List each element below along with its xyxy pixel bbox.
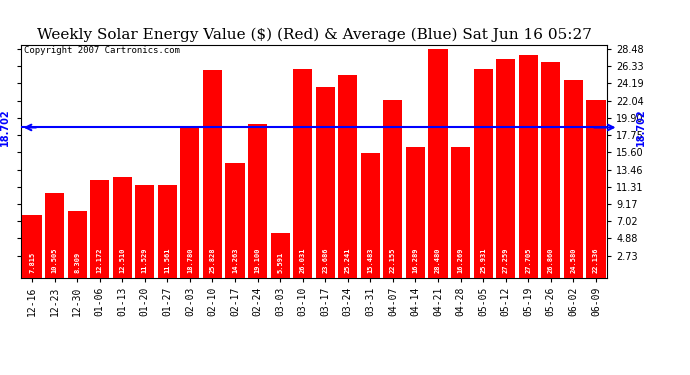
- Bar: [541, 62, 560, 278]
- Bar: [564, 80, 583, 278]
- Bar: [22, 215, 41, 278]
- Bar: [90, 180, 109, 278]
- Text: 23.686: 23.686: [322, 248, 328, 273]
- Bar: [451, 147, 470, 278]
- Text: Copyright 2007 Cartronics.com: Copyright 2007 Cartronics.com: [23, 46, 179, 55]
- Text: 28.480: 28.480: [435, 248, 441, 273]
- Text: 25.241: 25.241: [345, 248, 351, 273]
- Bar: [384, 100, 402, 278]
- Bar: [158, 185, 177, 278]
- Bar: [315, 87, 335, 278]
- Text: 25.828: 25.828: [210, 248, 215, 273]
- Title: Weekly Solar Energy Value ($) (Red) & Average (Blue) Sat Jun 16 05:27: Weekly Solar Energy Value ($) (Red) & Av…: [37, 28, 591, 42]
- Text: 18.702: 18.702: [0, 109, 10, 146]
- Bar: [496, 59, 515, 278]
- Bar: [270, 232, 290, 278]
- Text: 10.505: 10.505: [52, 248, 57, 273]
- Bar: [135, 185, 155, 278]
- Text: 15.483: 15.483: [367, 248, 373, 273]
- Bar: [112, 177, 132, 278]
- Bar: [226, 163, 244, 278]
- Text: 5.591: 5.591: [277, 252, 283, 273]
- Bar: [406, 147, 425, 278]
- Bar: [68, 211, 87, 278]
- Bar: [361, 153, 380, 278]
- Text: 19.100: 19.100: [255, 248, 261, 273]
- Bar: [338, 75, 357, 278]
- Bar: [203, 70, 222, 278]
- Bar: [519, 55, 538, 278]
- Text: 11.529: 11.529: [141, 248, 148, 273]
- Text: 22.136: 22.136: [593, 248, 599, 273]
- Text: 12.510: 12.510: [119, 248, 125, 273]
- Text: 12.172: 12.172: [97, 248, 103, 273]
- Bar: [473, 69, 493, 278]
- Text: 26.860: 26.860: [548, 248, 554, 273]
- Text: 8.309: 8.309: [74, 252, 80, 273]
- Text: 25.931: 25.931: [480, 248, 486, 273]
- Text: 16.289: 16.289: [413, 248, 418, 273]
- Bar: [586, 100, 606, 278]
- Text: 11.561: 11.561: [164, 248, 170, 273]
- Bar: [180, 127, 199, 278]
- Text: 14.263: 14.263: [232, 248, 238, 273]
- Bar: [293, 69, 313, 278]
- Text: 27.259: 27.259: [503, 248, 509, 273]
- Text: 24.580: 24.580: [571, 248, 576, 273]
- Text: 22.155: 22.155: [390, 248, 396, 273]
- Text: 16.269: 16.269: [457, 248, 464, 273]
- Text: 27.705: 27.705: [525, 248, 531, 273]
- Bar: [248, 124, 267, 278]
- Bar: [428, 49, 448, 278]
- Text: 18.702: 18.702: [636, 109, 646, 146]
- Text: 7.815: 7.815: [29, 252, 35, 273]
- Text: 26.031: 26.031: [299, 248, 306, 273]
- Text: 18.780: 18.780: [187, 248, 193, 273]
- Bar: [45, 193, 64, 278]
